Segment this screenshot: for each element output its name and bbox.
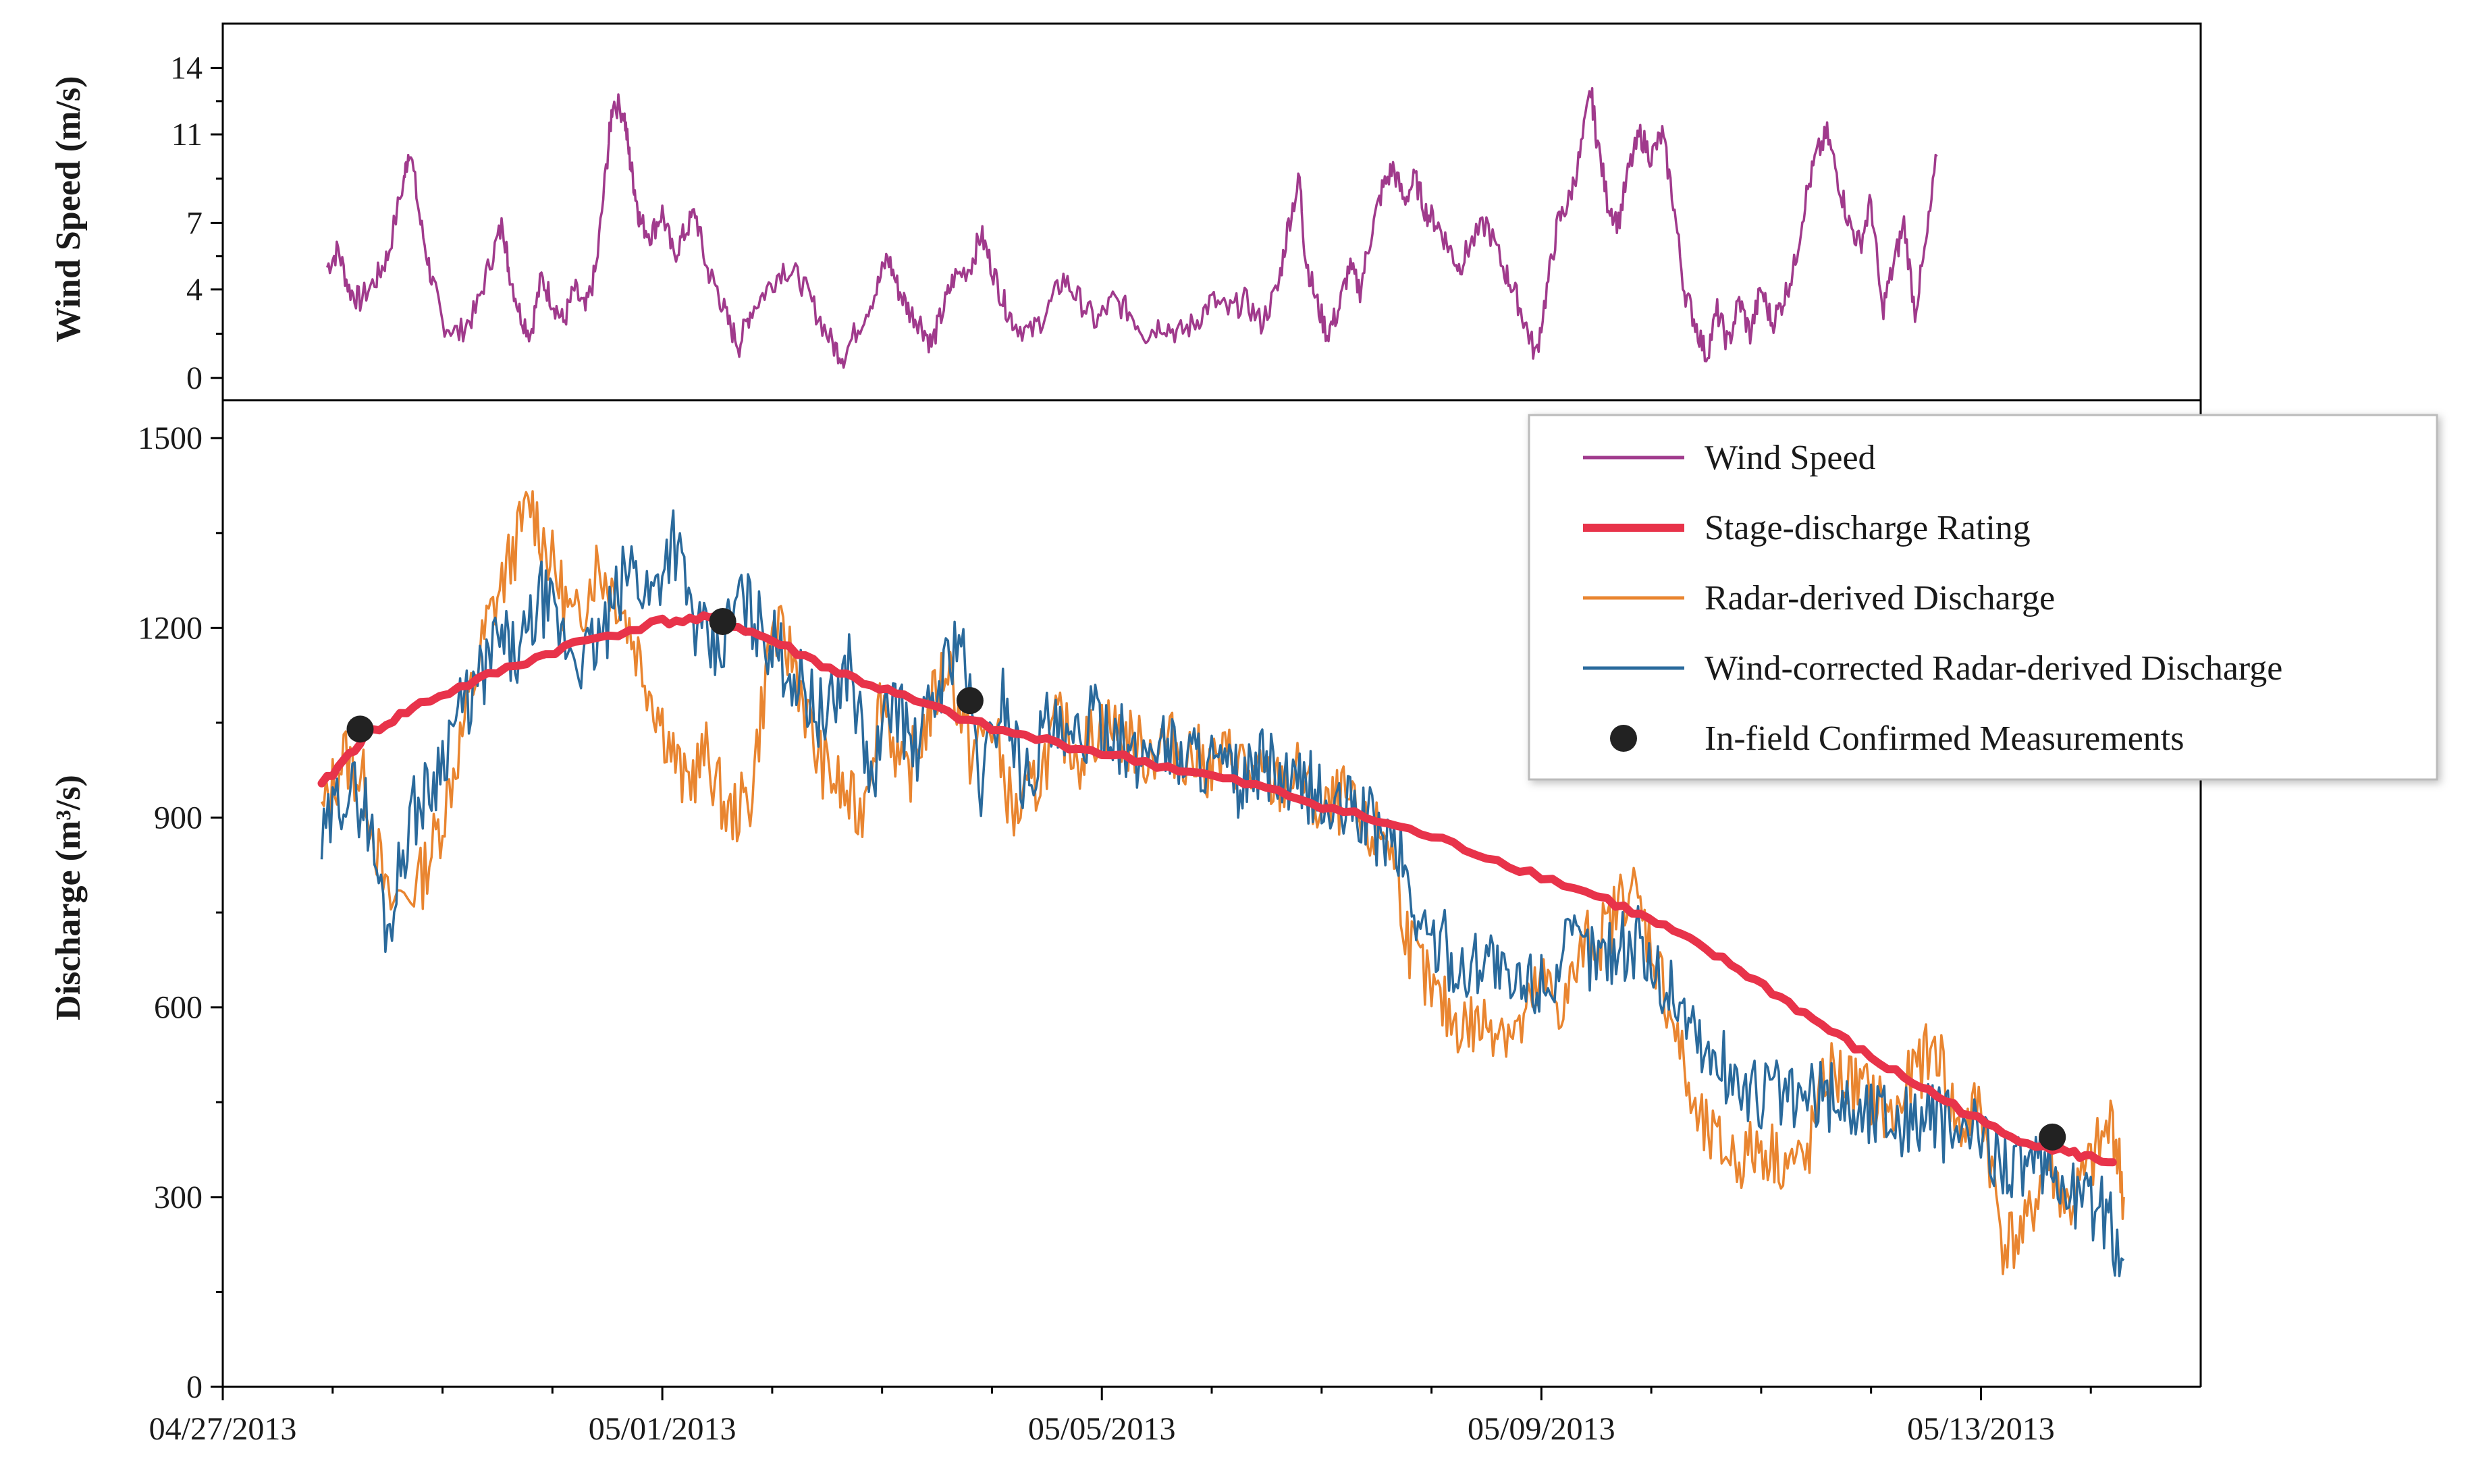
axis-ticks-group: 0 4 7 11 14 0 300 600 900 1200 1500 04/27/2013 05/01… [138,51,2092,1447]
stage-discharge-rating-line [317,611,2117,1167]
wind-series-group [325,86,1938,369]
x-tick-label: 05/01/2013 [589,1411,736,1447]
legend-label: Stage-discharge Rating [1705,509,2031,547]
wind-axis-title: Wind Speed (m/s) [49,76,88,343]
wind-y-tick-label: 11 [171,117,203,153]
wind-y-tick-label: 7 [186,205,203,241]
x-tick-label: 05/05/2013 [1028,1411,1176,1447]
discharge-y-tick-label: 0 [186,1369,203,1405]
x-tick-label: 05/09/2013 [1468,1411,1615,1447]
legend-label: In-field Confirmed Measurements [1705,719,2184,758]
discharge-y-tick-label: 1200 [138,610,203,646]
legend: Wind Speed Stage-discharge Rating Radar-de… [1528,414,2438,781]
in-field-measurement-point [956,687,984,715]
wind-y-tick-label: 0 [186,360,203,396]
in-field-measurement-point [2039,1123,2066,1151]
discharge-y-tick-label: 300 [154,1180,203,1215]
discharge-series-group [317,490,2125,1277]
wind-panel-frame [221,22,2202,402]
in-field-measurement-point [709,608,736,636]
wind-y-tick-label: 14 [170,51,203,86]
in-field-measurement-point [346,715,374,743]
discharge-axis-title: Discharge (m³/s) [49,775,88,1020]
legend-swatch-dot [1610,725,1637,752]
legend-label: Wind Speed [1705,439,1876,477]
wind-speed-line [325,86,1938,369]
discharge-y-tick-label: 900 [154,800,203,836]
legend-label: Wind-corrected Radar-derived Discharge [1705,649,2282,688]
discharge-y-tick-label: 600 [154,990,203,1026]
wind-y-tick-label: 4 [186,272,203,308]
x-tick-label: 04/27/2013 [149,1411,297,1447]
x-tick-label: 05/13/2013 [1907,1411,2055,1447]
discharge-y-tick-label: 1500 [138,420,203,456]
wind-corrected-discharge-line [320,509,2125,1277]
legend-items: Wind Speed Stage-discharge Rating Radar-de… [1583,439,2282,758]
legend-label: Radar-derived Discharge [1705,579,2055,617]
